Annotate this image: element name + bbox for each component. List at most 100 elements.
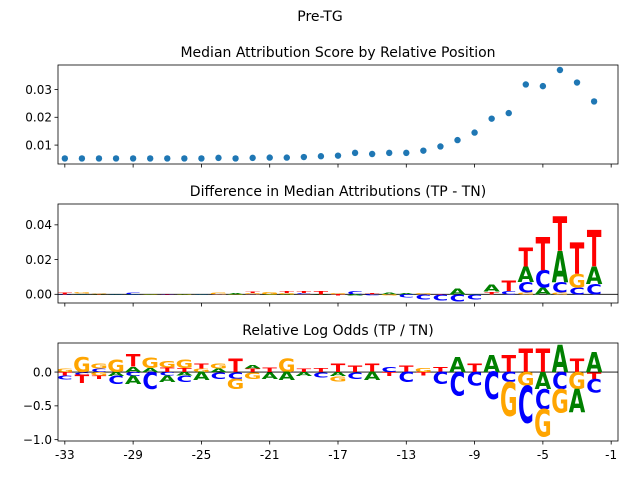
logo-letter-G: G — [193, 368, 211, 373]
logo-letter-C: C — [433, 293, 449, 303]
x-tick-label: -29 — [123, 448, 143, 462]
x-tick-label: -21 — [260, 448, 280, 462]
logo-letter-A: A — [313, 294, 330, 295]
data-point — [215, 154, 222, 162]
logo-letter-C: C — [586, 282, 602, 299]
logo-letter-T: T — [348, 364, 364, 375]
data-point — [283, 154, 290, 161]
logo-letter-A: A — [210, 368, 227, 373]
logo-letter-C: C — [245, 294, 261, 295]
data-point — [164, 155, 171, 162]
logo-letter-A: A — [552, 243, 569, 292]
logo-letter-G: G — [517, 368, 535, 390]
logo-letter-A: A — [381, 292, 398, 295]
data-point — [351, 149, 359, 157]
logo-letter-C: C — [57, 294, 73, 295]
logo-letter-G: G — [141, 294, 159, 295]
logo-letter-T: T — [433, 293, 449, 294]
logo-letter-A: A — [159, 374, 176, 385]
data-point — [146, 155, 154, 162]
y-tick-label: 0.02 — [25, 253, 52, 267]
logo-letter-T: T — [553, 207, 568, 262]
logo-letter-G: G — [227, 377, 245, 393]
logo-letter-T: T — [587, 221, 602, 280]
logo-letter-C: C — [347, 290, 363, 296]
logo-letter-C: C — [552, 368, 568, 395]
logo-letter-G: G — [278, 293, 296, 295]
logo-letter-G: G — [141, 356, 159, 372]
logo-letter-T: T — [228, 354, 243, 376]
data-point — [61, 155, 69, 162]
y-tick-label: −1.0 — [23, 433, 52, 447]
logo-letter-G: G — [295, 294, 313, 295]
logo-letter-A: A — [279, 370, 297, 383]
logo-letter-T: T — [75, 373, 90, 386]
logo-letter-C: C — [108, 374, 124, 387]
logo-letter-T: T — [297, 291, 312, 294]
logo-letter-T: T — [587, 370, 603, 381]
data-point — [249, 154, 256, 162]
data-point — [590, 98, 598, 105]
logo-letter-G: G — [568, 368, 586, 395]
logo-letter-A: A — [569, 384, 586, 421]
data-point — [129, 155, 137, 162]
logo-letter-T: T — [519, 344, 534, 381]
logo-letter-A: A — [279, 294, 296, 295]
logo-letter-A: A — [108, 371, 125, 377]
logo-letter-A: A — [364, 370, 382, 383]
logo-letter-A: A — [227, 293, 244, 295]
logo-letter-T: T — [331, 362, 346, 375]
logo-letter-T: T — [160, 294, 176, 295]
panel-3: Relative Log Odds (TP / TN)GTCGCTCGGTGAC… — [23, 323, 619, 462]
logo-letter-T: T — [467, 362, 482, 375]
logo-letter-C: C — [518, 280, 534, 297]
logo-letter-G: G — [551, 292, 569, 295]
logo-letter-A: A — [125, 365, 142, 374]
logo-letter-T: T — [126, 351, 141, 371]
logo-letter-T: T — [416, 371, 431, 376]
data-point — [78, 155, 86, 162]
data-point — [317, 153, 325, 160]
logo-letter-G: G — [107, 356, 125, 376]
logo-letter-G: G — [159, 359, 177, 370]
logo-letter-C: C — [416, 293, 432, 302]
logo-letter-A: A — [483, 351, 500, 378]
logo-letter-G: G — [380, 294, 398, 296]
logo-letter-C: C — [381, 365, 397, 374]
logo-letter-G: G — [329, 293, 347, 295]
logo-letter-G: G — [261, 291, 279, 295]
logo-letter-A: A — [91, 294, 108, 295]
x-tick-label: -25 — [192, 448, 212, 462]
data-point — [539, 82, 547, 90]
logo-letter-C: C — [518, 377, 534, 436]
logo-letter-C: C — [535, 383, 551, 416]
data-point — [198, 155, 205, 162]
logo-letter-T: T — [570, 354, 585, 376]
data-point — [232, 155, 239, 162]
data-point — [300, 153, 308, 161]
panel-2: Difference in Median Attributions (TP - … — [25, 184, 619, 307]
panel-title: Difference in Median Attributions (TP - … — [190, 184, 486, 200]
logo-letter-A: A — [518, 263, 535, 288]
logo-letter-C: C — [501, 370, 517, 386]
x-tick-label: -1 — [605, 448, 617, 462]
logo-letter-T: T — [160, 366, 175, 374]
logo-letter-C: C — [569, 286, 585, 297]
logo-letter-T: T — [365, 362, 380, 375]
data-point — [386, 149, 393, 157]
logo-letter-C: C — [142, 368, 158, 395]
logo-letter-A: A — [483, 283, 500, 294]
x-tick-label: -33 — [55, 448, 75, 462]
logo-letter-A: A — [535, 286, 552, 297]
logo-letter-G: G — [329, 375, 347, 384]
y-tick-label: 0.03 — [25, 83, 52, 97]
logo-letter-C: C — [57, 375, 73, 381]
logo-letter-G: G — [244, 370, 262, 381]
logo-letter-C: C — [228, 370, 244, 381]
logo-letter-G: G — [534, 403, 552, 446]
logo-letter-C: C — [535, 266, 551, 293]
logo-letter-C: C — [74, 371, 90, 375]
logo-letter-C: C — [398, 294, 414, 299]
logo-letter-C: C — [125, 292, 141, 295]
